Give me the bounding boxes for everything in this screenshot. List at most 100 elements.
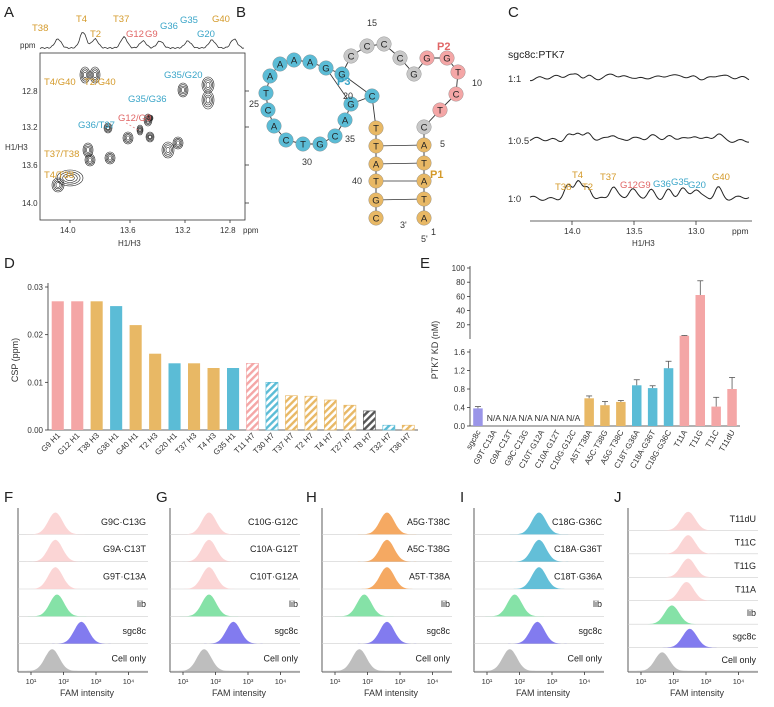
contour xyxy=(163,143,174,157)
y-tick-14-0: 14.0 xyxy=(22,199,38,208)
nucleotide-base-20: A xyxy=(291,55,298,66)
contour xyxy=(172,136,184,150)
y-tick-0-01: 0.01 xyxy=(27,378,43,387)
nucleotide-base-17: G xyxy=(338,69,345,80)
nucleotide-base-36: T xyxy=(373,176,379,187)
contour xyxy=(174,139,182,147)
contour xyxy=(123,133,133,144)
histogram-t11c xyxy=(658,535,718,554)
nucleotide-16 xyxy=(343,48,359,64)
peak-label-g35: G35 xyxy=(671,177,689,188)
spectrum-trace-1-0-5 xyxy=(529,132,749,143)
contour xyxy=(86,156,94,164)
peak-label-g9: G9 xyxy=(638,180,651,191)
position-5: 5 xyxy=(440,139,445,149)
bar-a5c-t38g xyxy=(600,405,610,426)
bar-g36-h1 xyxy=(110,306,123,430)
bar-sgc8c xyxy=(473,408,483,426)
panel-c-spectra: 1:1 1:0.5 1:0 xyxy=(508,73,750,205)
base-pair-line xyxy=(375,144,425,147)
bar-g40-h1 xyxy=(129,325,142,430)
contour xyxy=(82,142,94,158)
hist-label-t11du: T11dU xyxy=(730,514,756,524)
panel-a-noesy-frame xyxy=(39,52,246,221)
x-tick-14-0: 14.0 xyxy=(60,226,76,235)
hist-label-g9t-c13a: G9T·C13A xyxy=(103,571,146,581)
ratio-label-1-0: 1:0 xyxy=(508,194,521,205)
nucleotide-3 xyxy=(416,173,432,189)
histogram-c18t-g36a xyxy=(509,567,569,589)
peak-label-g20: G20 xyxy=(197,29,215,40)
nucleotide-21 xyxy=(272,56,288,72)
hist-x-tick: 10⁴ xyxy=(579,677,591,686)
na-label-c10g-g12c: N/A xyxy=(566,413,581,423)
y-tick-12-8: 12.8 xyxy=(22,87,38,96)
nucleotide-base-8: C xyxy=(453,89,460,100)
panel-d-letter: D xyxy=(4,255,15,272)
nucleotide-base-7: T xyxy=(437,105,443,116)
contour xyxy=(136,124,144,136)
panel-b-p2-label: P2 xyxy=(437,41,450,53)
nucleotide-base-26: C xyxy=(283,135,290,146)
nucleotide-base-28: G xyxy=(316,139,323,150)
peak-label-t4: T4 xyxy=(76,14,87,25)
hist-label-cell-only: Cell only xyxy=(111,653,146,663)
histogram-c18a-g36t xyxy=(509,539,569,562)
position-20: 20 xyxy=(343,91,353,101)
hist-x-tick: 10¹ xyxy=(636,677,647,686)
panel-e: E 20 40 60 80 100 0.0 0.4 0.8 1.2 1.6 PTK7 KD (nM)… xyxy=(420,255,740,472)
panels-f-j: F G H I J 10¹ 10² 10³ 10⁴ FAM intensity G9C·C… xyxy=(4,489,758,698)
contour xyxy=(178,84,188,96)
bar-t8-h7 xyxy=(362,410,376,431)
nucleotide-34 xyxy=(368,138,384,154)
hist-label-lib: lib xyxy=(593,599,602,609)
nucleotide-base-23: T xyxy=(263,88,269,99)
contour xyxy=(176,140,181,146)
contour xyxy=(81,70,89,80)
nucleotide-base-6: C xyxy=(421,122,428,133)
x-tick-ppm: ppm xyxy=(732,226,749,236)
histogram-c18g-g36c xyxy=(509,512,569,535)
histogram-g9t-c13a xyxy=(26,567,85,589)
na-label-g9a-c13t: N/A xyxy=(503,413,518,423)
panel-b-five-prime: 5' xyxy=(421,234,428,244)
cross-peak-t37-t38: T37/T38 xyxy=(44,149,79,160)
hist-label-a5c-t38g: A5C·T38G xyxy=(407,544,450,554)
y-tick-lower-1-6: 1.6 xyxy=(454,348,466,357)
nucleotide-base-2: T xyxy=(421,194,427,205)
y-tick-13-2: 13.2 xyxy=(22,123,38,132)
hist-label-t11c: T11C xyxy=(735,538,757,548)
histogram-a5c-t38g xyxy=(357,539,417,562)
hist-x-tick: 10³ xyxy=(701,677,712,686)
position-15: 15 xyxy=(367,18,377,28)
bar-a5t-t38a xyxy=(584,398,594,427)
y-tick-0-02: 0.02 xyxy=(27,331,43,340)
nucleotide-base-1: A xyxy=(421,213,428,224)
y-tick-upper-100: 100 xyxy=(452,264,466,273)
contour xyxy=(147,115,153,121)
nucleotide-9 xyxy=(450,64,466,80)
hist-label-c10a-g12t: C10A·G12T xyxy=(250,544,299,554)
x-tick-t36-h7: T36 H7 xyxy=(388,431,413,456)
nucleotide-base-25: A xyxy=(271,121,278,132)
panel-h-letter: H xyxy=(306,489,317,506)
na-label-g9t-c13a: N/A xyxy=(487,413,502,423)
contour xyxy=(205,82,211,89)
contour xyxy=(88,157,93,163)
histogram-cell-only xyxy=(330,649,389,671)
peak-label-t38: T38 xyxy=(555,182,571,193)
contour xyxy=(106,154,114,162)
nucleotide-base-37: G xyxy=(372,195,379,206)
contour xyxy=(91,70,99,80)
hist-x-tick: 10² xyxy=(514,677,525,686)
nucleotide-30 xyxy=(337,112,353,128)
panel-c-xlabel: H1/H3 xyxy=(632,239,655,248)
nucleotide-29 xyxy=(327,128,343,144)
y-tick-upper-60: 60 xyxy=(456,292,465,301)
histogram-sgc8c xyxy=(357,621,417,644)
nucleotide-13 xyxy=(392,50,408,66)
histogram-c10g-g12c xyxy=(179,512,239,535)
